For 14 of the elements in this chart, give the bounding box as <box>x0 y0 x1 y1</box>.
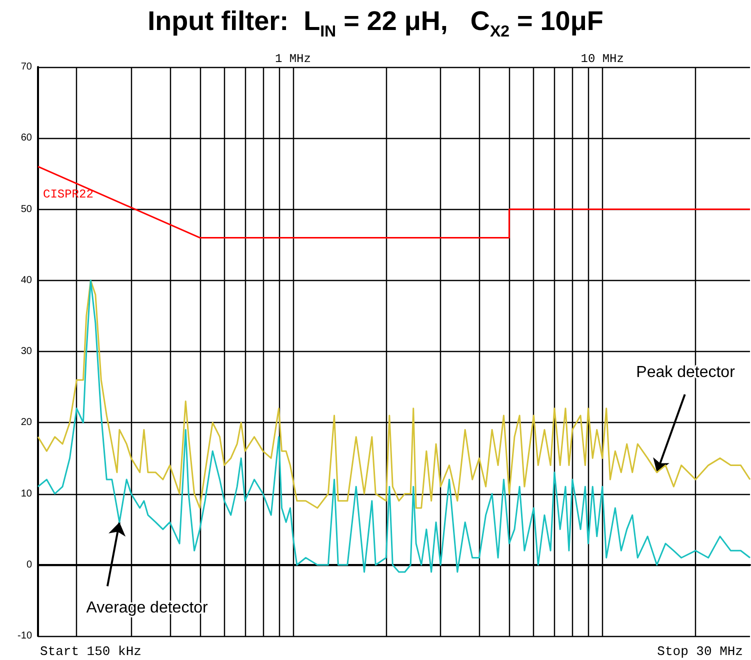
x-tick-label: 1 MHz <box>274 52 311 66</box>
y-tick-label: 70 <box>20 62 32 72</box>
x-tick-label: 10 MHz <box>580 52 624 66</box>
y-tick-label: 20 <box>20 417 32 428</box>
y-tick-label: 60 <box>20 132 32 144</box>
chart-title: Input filter: L$_{IN}$ = 22 μH, C$_{X2}$ = 10μF <box>146 6 604 42</box>
y-tick-label: 40 <box>20 274 32 286</box>
text: Stop 30 MHz <box>657 644 743 659</box>
y-tick-label: 10 <box>20 488 32 500</box>
y-tick-label: -10 <box>18 630 32 642</box>
y-tick-label: 30 <box>20 346 32 357</box>
y-tick-label: 0 <box>26 559 32 570</box>
y-tick-label: 50 <box>20 204 32 215</box>
text: Start 150 kHz <box>40 644 142 659</box>
